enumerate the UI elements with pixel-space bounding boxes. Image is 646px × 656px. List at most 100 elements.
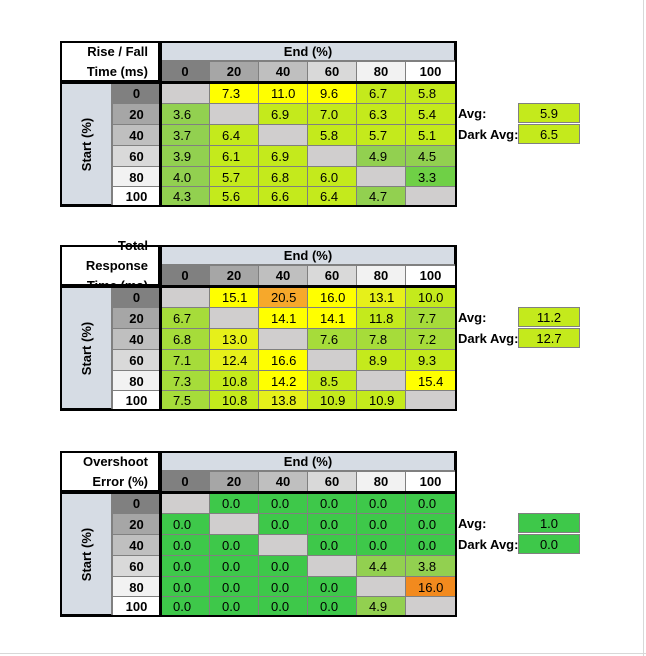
row-header: 0 (112, 492, 161, 514)
data-cell: 5.8 (307, 124, 357, 146)
data-cell: 0.0 (160, 513, 210, 535)
data-cell: 6.1 (209, 145, 259, 167)
diagonal-cell (258, 534, 308, 556)
diagonal-cell (405, 390, 456, 411)
data-cell: 11.0 (258, 82, 308, 104)
avg-value: 1.0 (518, 513, 580, 533)
data-cell: 0.0 (160, 555, 210, 577)
diagonal-cell (356, 576, 406, 598)
data-cell: 0.0 (209, 596, 259, 617)
data-cell: 6.8 (160, 328, 210, 350)
data-cell: 0.0 (405, 534, 456, 556)
data-cell: 0.0 (160, 596, 210, 617)
data-cell: 0.0 (307, 576, 357, 598)
data-cell: 7.7 (405, 307, 456, 329)
data-cell: 0.0 (405, 492, 456, 514)
data-cell: 4.9 (356, 596, 406, 617)
column-header: 0 (160, 471, 210, 492)
row-header: 80 (112, 166, 161, 188)
start-axis-label-text: Start (%) (79, 117, 95, 171)
data-cell: 3.9 (160, 145, 210, 167)
data-cell: 10.9 (307, 390, 357, 411)
data-cell: 16.0 (307, 286, 357, 308)
dark-avg-value: 12.7 (518, 328, 580, 348)
row-header: 0 (112, 82, 161, 104)
data-cell: 11.8 (356, 307, 406, 329)
table-title: Rise / Fall Time (ms) (60, 41, 160, 82)
row-header: 40 (112, 124, 161, 146)
row-header: 80 (112, 576, 161, 598)
data-cell: 4.3 (160, 186, 210, 207)
data-cell: 7.6 (307, 328, 357, 350)
data-cell: 6.4 (307, 186, 357, 207)
data-cell: 6.4 (209, 124, 259, 146)
diagonal-cell (356, 166, 406, 188)
data-cell: 6.9 (258, 145, 308, 167)
data-cell: 7.3 (160, 370, 210, 392)
table-title-line: Total Response (85, 237, 148, 273)
diagonal-cell (160, 82, 210, 104)
data-cell: 0.0 (160, 534, 210, 556)
data-cell: 14.2 (258, 370, 308, 392)
data-cell: 13.1 (356, 286, 406, 308)
data-cell: 0.0 (356, 534, 406, 556)
diagonal-cell (405, 186, 456, 207)
data-cell: 7.0 (307, 103, 357, 125)
column-header: 40 (258, 265, 308, 286)
column-header: 0 (160, 265, 210, 286)
end-axis-label: End (%) (160, 451, 456, 471)
data-cell: 13.0 (209, 328, 259, 350)
data-cell: 6.0 (307, 166, 357, 188)
table-block-2: Total Response Time (ms) End (%) Start (%) 0… (60, 238, 588, 411)
row-header: 100 (112, 390, 161, 411)
row-header: 80 (112, 370, 161, 392)
column-header: 60 (307, 471, 357, 492)
column-header: 0 (160, 61, 210, 82)
data-cell: 9.3 (405, 349, 456, 371)
start-axis-label: Start (%) (60, 286, 112, 410)
diagonal-cell (258, 328, 308, 350)
column-header: 100 (405, 61, 456, 82)
data-cell: 10.8 (209, 370, 259, 392)
data-cell: 7.5 (160, 390, 210, 411)
data-cell: 0.0 (405, 513, 456, 535)
diagonal-cell (209, 307, 259, 329)
data-cell: 15.1 (209, 286, 259, 308)
data-cell: 0.0 (209, 492, 259, 514)
data-cell: 9.6 (307, 82, 357, 104)
data-cell: 10.8 (209, 390, 259, 411)
data-cell: 0.0 (307, 492, 357, 514)
column-header: 100 (405, 265, 456, 286)
column-header: 80 (356, 265, 406, 286)
data-cell: 0.0 (258, 576, 308, 598)
row-header: 100 (112, 596, 161, 617)
data-cell: 0.0 (209, 534, 259, 556)
column-header: 80 (356, 61, 406, 82)
data-cell: 3.6 (160, 103, 210, 125)
diagonal-cell (160, 286, 210, 308)
avg-label: Avg: (458, 515, 487, 531)
row-header: 60 (112, 349, 161, 371)
dark-avg-label: Dark Avg: (458, 126, 519, 142)
data-cell: 15.4 (405, 370, 456, 392)
data-cell: 0.0 (307, 596, 357, 617)
data-cell: 4.5 (405, 145, 456, 167)
table-title-line: Time (ms) (86, 63, 148, 79)
data-cell: 16.6 (258, 349, 308, 371)
column-header: 60 (307, 61, 357, 82)
row-header: 20 (112, 307, 161, 329)
data-cell: 5.4 (405, 103, 456, 125)
column-header: 100 (405, 471, 456, 492)
table-title: Overshoot Error (%) (60, 451, 160, 492)
data-cell: 5.7 (356, 124, 406, 146)
table-block-3: Overshoot Error (%) End (%) Start (%) 0 20 40 6… (60, 451, 588, 617)
avg-label: Avg: (458, 309, 487, 325)
dark-avg-label: Dark Avg: (458, 536, 519, 552)
data-cell: 3.3 (405, 166, 456, 188)
data-cell: 8.5 (307, 370, 357, 392)
data-cell: 6.6 (258, 186, 308, 207)
diagonal-cell (209, 513, 259, 535)
dark-avg-value: 6.5 (518, 124, 580, 144)
data-cell: 3.7 (160, 124, 210, 146)
row-header: 0 (112, 286, 161, 308)
